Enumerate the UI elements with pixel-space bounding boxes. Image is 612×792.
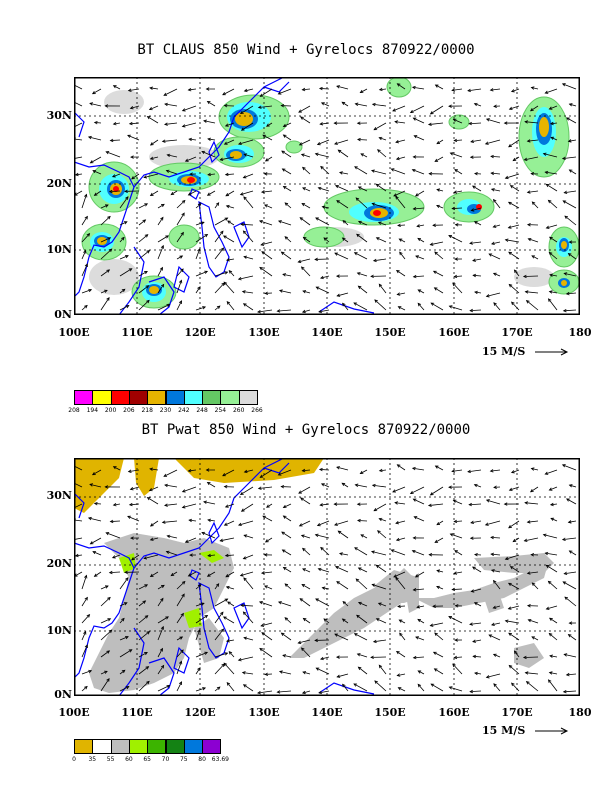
x-tick-150e: 150E [374,326,406,339]
wind-scale-arrow [535,727,569,735]
y-tick-20n: 20N [46,177,72,190]
y-tick-20n: 20N [46,557,72,570]
colorbar-swatch [92,390,112,405]
x-tick-170e: 170E [501,706,533,719]
colorbar-swatch [238,390,258,405]
grid-lines [74,458,580,696]
top-map-title: BT CLAUS 850 Wind + Gyrelocs 870922/0000 [137,42,475,58]
colorbar-label: 0 [72,756,76,763]
colorbar-swatch [110,390,130,405]
x-tick-140e: 140E [311,326,343,339]
x-tick-180: 180 [568,326,592,339]
dry-yellow-patches [74,458,324,513]
colorbar-label: 260 [232,407,245,414]
wind-vectors [74,83,577,314]
x-tick-120e: 120E [184,706,216,719]
colorbar-label: 65 [143,756,151,763]
colorbar-swatch [220,390,240,405]
x-tick-100e: 100E [58,706,90,719]
colorbar-swatch [110,739,130,754]
colorbar-swatch [202,739,222,754]
x-tick-130e: 130E [248,326,280,339]
colorbar-swatch [128,390,149,405]
x-tick-160e: 160E [438,706,470,719]
colorbar-label: 194 [86,407,99,414]
y-tick-30n: 30N [46,489,72,502]
colorbar-swatch [202,390,222,405]
colorbar-label: 75 [179,756,188,763]
colorbar-label: 206 [123,407,135,414]
y-tick-10n: 10N [46,243,72,256]
colorbar-swatch [74,739,94,754]
top-map-plot [74,77,580,315]
colorbar-swatch [165,739,185,754]
plot-frame [74,458,580,696]
colorbar-swatch [165,390,185,405]
colorbar-swatch [128,739,149,754]
y-tick-30n: 30N [46,109,72,122]
colorbar-label: 200 [104,407,117,414]
x-tick-170e: 170E [501,326,533,339]
wind-vectors [74,464,577,695]
x-tick-160e: 160E [438,326,470,339]
cloud-field [81,77,580,309]
x-tick-110e: 110E [121,706,153,719]
coastline [74,77,375,315]
colorbar-swatch [183,739,204,754]
colorbar-swatch [74,390,94,405]
y-tick-10n: 10N [46,624,72,637]
x-tick-120e: 120E [184,326,216,339]
colorbar-label: 70 [161,756,170,763]
colorbar-swatch [92,739,112,754]
colorbar-label: 63.69 [211,756,229,763]
wind-scale-label: 15 M/S [482,724,526,737]
colorbar-label: 208 [68,407,80,414]
colorbar-label: 218 [141,407,153,414]
x-tick-150e: 150E [374,706,406,719]
wind-scale-label: 15 M/S [482,345,526,358]
grid-lines [74,77,580,315]
colorbar-label: 266 [251,407,263,414]
colorbar-swatch [147,739,167,754]
plot-frame [74,77,580,315]
bottom-map-title: BT Pwat 850 Wind + Gyrelocs 870922/0000 [141,422,471,438]
bottom-map-plot [74,458,580,696]
moist-green-patches [119,550,224,628]
x-tick-140e: 140E [311,706,343,719]
y-tick-0n: 0N [54,688,72,701]
wind-scale-arrow [535,348,569,356]
x-tick-100e: 100E [58,326,90,339]
colorbar-label: 55 [106,756,115,763]
colorbar-label: 248 [196,407,208,414]
y-tick-0n: 0N [54,308,72,321]
colorbar-label: 35 [88,756,97,763]
colorbar-label: 254 [214,407,227,414]
colorbar-label: 242 [178,407,190,414]
x-tick-110e: 110E [121,326,153,339]
x-tick-180: 180 [568,706,592,719]
colorbar-swatch [147,390,167,405]
colorbar-label: 60 [125,756,133,763]
x-tick-130e: 130E [248,706,280,719]
colorbar-swatch [183,390,204,405]
colorbar-label: 80 [198,756,206,763]
colorbar-label: 230 [159,407,172,414]
